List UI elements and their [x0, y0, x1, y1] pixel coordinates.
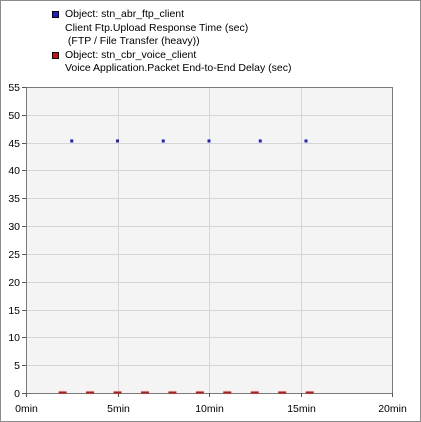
ftp-response-point — [161, 139, 165, 143]
voice-delay-point — [168, 391, 177, 394]
y-tick-label: 50 — [8, 110, 20, 122]
y-tick-label: 15 — [8, 305, 20, 317]
y-tick-label: 0 — [14, 388, 20, 400]
x-tick-label: 0min — [15, 403, 38, 415]
legend-metric-ftp: Client Ftp.Upload Response Time (sec) — [65, 21, 249, 34]
legend-swatch-voice — [52, 51, 59, 59]
voice-delay-point — [58, 391, 67, 394]
y-tick-label: 20 — [8, 277, 20, 289]
voice-delay-point — [278, 391, 287, 394]
x-tick-label: 10min — [195, 403, 224, 415]
y-tick-label: 30 — [8, 221, 20, 233]
y-tick-label: 25 — [8, 249, 20, 261]
legend-metric-voice: Voice Application.Packet End-to-End Dela… — [65, 62, 292, 74]
voice-delay-point — [140, 391, 149, 394]
x-tick-label: 15min — [287, 403, 316, 415]
y-tick-label: 40 — [8, 165, 20, 177]
legend-object-voice: Object: stn_cbr_voice_client — [65, 48, 197, 61]
legend-entry-voice: Object: stn_cbr_voice_client — [52, 49, 291, 63]
voice-delay-point — [195, 391, 204, 394]
voice-delay-point — [113, 391, 122, 394]
voice-delay-point — [86, 391, 95, 394]
voice-delay-point — [223, 391, 232, 394]
ftp-response-point — [207, 139, 211, 143]
x-tick-label: 5min — [107, 403, 130, 415]
y-tick-label: 10 — [8, 332, 20, 344]
legend: Object: stn_abr_ftp_client Client Ftp.Up… — [52, 8, 291, 76]
voice-delay-point — [250, 391, 259, 394]
legend-entry-ftp: Object: stn_abr_ftp_client — [52, 8, 291, 22]
ftp-response-point — [258, 139, 262, 143]
legend-swatch-ftp — [52, 11, 59, 18]
legend-metric-ftp-detail: (FTP / File Transfer (heavy)) — [65, 35, 200, 47]
ftp-response-point — [116, 139, 119, 143]
x-tick-label: 20min — [378, 403, 407, 415]
ftp-response-point — [304, 139, 308, 143]
y-tick-label: 35 — [8, 193, 20, 205]
y-tick-label: 45 — [8, 138, 20, 150]
ftp-response-point — [70, 139, 74, 143]
y-tick-label: 55 — [8, 82, 20, 94]
y-tick-label: 5 — [14, 360, 20, 372]
legend-object-ftp: Object: stn_abr_ftp_client — [65, 8, 185, 20]
voice-delay-point — [305, 391, 314, 394]
